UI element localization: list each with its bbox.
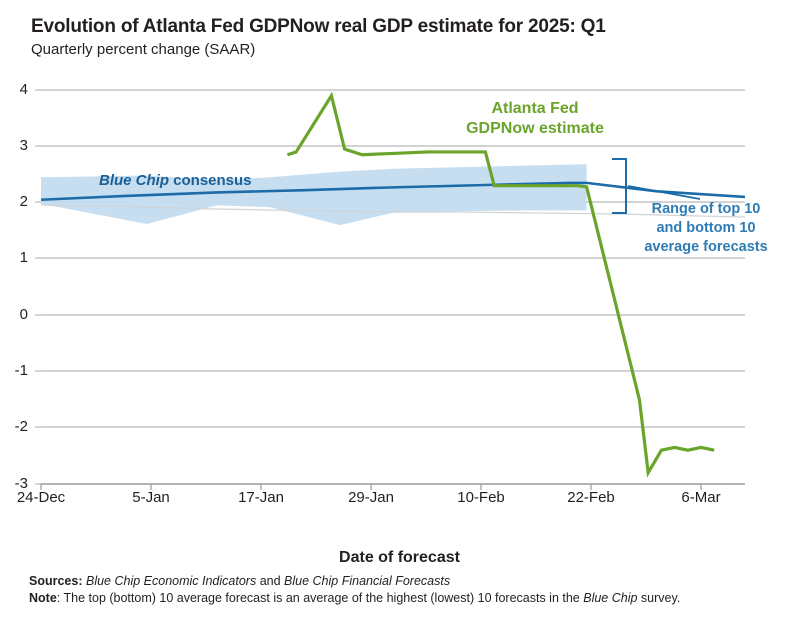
footer-source-2: Blue Chip Financial Forecasts <box>284 574 451 588</box>
xtick-label-17jan: 17-Jan <box>238 489 284 506</box>
gdpnow-estimate-line <box>286 91 715 478</box>
ytick-label-neg1: -1 <box>14 362 28 379</box>
ytick-label-4: 4 <box>19 81 28 98</box>
gdpnow-annotation-line2: GDPNow estimate <box>466 120 604 137</box>
range-annotation-line3: average forecasts <box>644 239 768 255</box>
x-axis-caption: Date of forecast <box>339 549 460 566</box>
band-lower-edge <box>40 204 746 218</box>
ytick-label-neg2: -2 <box>14 418 28 435</box>
xtick-label-5jan: 5-Jan <box>132 489 170 506</box>
footer-notes: Sources: Blue Chip Economic Indicators a… <box>29 573 729 606</box>
gdpnow-annotation: Atlanta Fed GDPNow estimate <box>440 99 630 139</box>
consensus-annotation-rest: consensus <box>169 172 252 189</box>
x-tick-marks <box>40 484 702 490</box>
footer-note-text-2: survey. <box>637 590 681 605</box>
footer-sources-conjunction: and <box>256 574 285 588</box>
forecast-range-band <box>41 164 587 226</box>
blue-chip-consensus-line <box>40 181 746 202</box>
footer-note-label: Note <box>29 590 57 605</box>
footer-note-text-1: : The top (bottom) 10 average forecast i… <box>56 590 584 605</box>
ytick-label-0: 0 <box>19 306 28 323</box>
page-title: Evolution of Atlanta Fed GDPNow real GDP… <box>31 16 606 37</box>
gridlines <box>41 89 745 428</box>
consensus-annotation: Blue Chip consensus <box>99 172 252 189</box>
xtick-label-24dec: 24-Dec <box>16 489 66 506</box>
footer-source-1: Blue Chip Economic Indicators <box>85 574 257 588</box>
range-annotation-line2: and bottom 10 <box>656 220 756 236</box>
ytick-label-3: 3 <box>19 137 28 154</box>
range-annotation: Range of top 10 and bottom 10 average fo… <box>631 200 781 257</box>
ytick-label-1: 1 <box>19 249 28 266</box>
range-bracket <box>612 158 627 214</box>
range-annotation-line1: Range of top 10 <box>651 201 761 217</box>
footer-note-italic: Blue Chip <box>583 590 638 605</box>
footer-note: Note: The top (bottom) 10 average foreca… <box>29 590 729 607</box>
range-bracket-leader <box>627 185 701 200</box>
gdpnow-annotation-line1: Atlanta Fed <box>491 100 579 117</box>
page-subtitle: Quarterly percent change (SAAR) <box>31 41 256 58</box>
ytick-label-neg3: -3 <box>14 475 28 492</box>
y-tick-marks <box>35 89 41 485</box>
consensus-annotation-italic: Blue Chip <box>99 172 169 189</box>
footer-sources-label: Sources: <box>29 574 83 588</box>
ytick-label-2: 2 <box>19 193 28 210</box>
xtick-label-10feb: 10-Feb <box>457 489 505 506</box>
footer-sources: Sources: Blue Chip Economic Indicators a… <box>29 573 729 590</box>
xtick-label-29jan: 29-Jan <box>348 489 394 506</box>
xtick-label-6mar: 6-Mar <box>681 489 721 506</box>
xtick-label-22feb: 22-Feb <box>567 489 615 506</box>
